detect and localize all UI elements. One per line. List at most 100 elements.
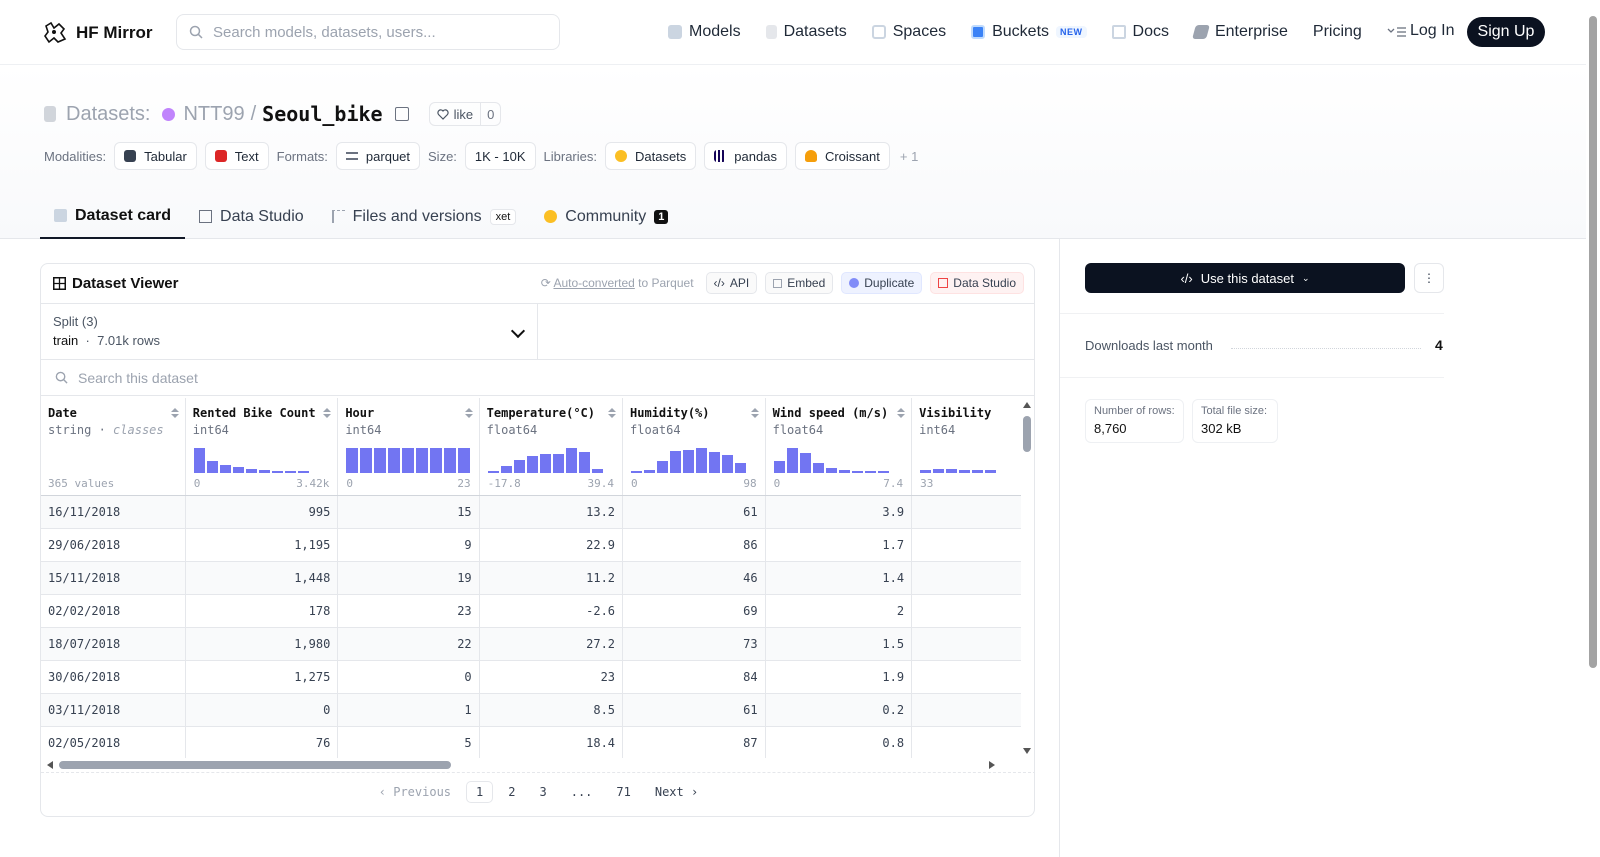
- histogram-bar[interactable]: [591, 468, 603, 473]
- sort-icon[interactable]: [750, 408, 759, 419]
- histogram-bar[interactable]: [864, 470, 876, 473]
- histogram-bar[interactable]: [374, 447, 387, 473]
- tag-text[interactable]: Text: [204, 142, 269, 170]
- global-search[interactable]: [176, 14, 560, 50]
- histogram-bar[interactable]: [670, 450, 682, 473]
- histogram-bar[interactable]: [799, 452, 811, 473]
- histogram-bar[interactable]: [219, 464, 231, 473]
- more-libraries[interactable]: + 1: [899, 148, 919, 164]
- tag-parquet[interactable]: parquet: [335, 142, 421, 170]
- histogram-bar[interactable]: [526, 455, 538, 473]
- scroll-right-icon[interactable]: [989, 761, 995, 769]
- nav-docs[interactable]: Docs: [1111, 23, 1169, 41]
- histogram-bar[interactable]: [346, 447, 359, 473]
- histogram-bar[interactable]: [578, 451, 590, 473]
- sort-icon[interactable]: [170, 408, 179, 419]
- tag-croissant[interactable]: Croissant: [794, 142, 890, 170]
- page-link[interactable]: 2: [508, 784, 516, 799]
- table-row[interactable]: 15/11/2018 1,448 19 11.2 46 1.4: [41, 561, 1021, 595]
- histogram-bar[interactable]: [297, 470, 309, 473]
- data-studio-button[interactable]: Data Studio: [930, 272, 1024, 294]
- histogram-bar[interactable]: [458, 447, 471, 473]
- nav-enterprise[interactable]: Enterprise: [1192, 23, 1288, 41]
- use-dataset-button[interactable]: ‹/› Use this dataset ⌄: [1085, 263, 1405, 293]
- histogram-bar[interactable]: [920, 469, 932, 473]
- histogram-bar[interactable]: [206, 460, 218, 473]
- column-header[interactable]: Humidity(%) float64 0 98: [622, 398, 766, 496]
- histogram-bar[interactable]: [284, 470, 296, 473]
- org-name[interactable]: NTT99: [183, 102, 245, 125]
- tab-community[interactable]: Community 1: [530, 194, 682, 239]
- histogram-bar[interactable]: [245, 468, 257, 473]
- table-row[interactable]: 30/06/2018 1,275 0 23 84 1.9: [41, 660, 1021, 694]
- column-header[interactable]: Wind speed (m/s) float64 0 7.4: [765, 398, 913, 496]
- table-row[interactable]: 02/05/2018 76 5 18.4 87 0.8: [41, 726, 1021, 758]
- column-header[interactable]: Temperature(°C) float64 -17.8 39.4: [479, 398, 624, 496]
- page-scrollbar[interactable]: [1586, 0, 1600, 857]
- split-selector[interactable]: Split (3) train · 7.01k rows: [41, 304, 538, 359]
- sort-icon[interactable]: [464, 408, 473, 419]
- histogram-bar[interactable]: [271, 470, 283, 473]
- scroll-down-icon[interactable]: [1023, 748, 1031, 754]
- histogram-bar[interactable]: [444, 447, 457, 473]
- table-row[interactable]: 03/11/2018 0 1 8.5 61 0.2: [41, 693, 1021, 727]
- nav-pricing[interactable]: Pricing: [1313, 23, 1362, 41]
- histogram-bar[interactable]: [709, 451, 721, 473]
- copy-icon[interactable]: [394, 107, 409, 121]
- histogram-bar[interactable]: [683, 449, 695, 473]
- sort-icon[interactable]: [323, 408, 332, 419]
- histogram-bar[interactable]: [735, 462, 747, 473]
- scroll-thumb[interactable]: [1023, 416, 1031, 452]
- table-horizontal-scrollbar[interactable]: [45, 760, 995, 770]
- tag-tabular[interactable]: Tabular: [114, 142, 197, 170]
- login-link[interactable]: Log In: [1410, 22, 1455, 39]
- histogram-bar[interactable]: [539, 453, 551, 473]
- page-scroll-thumb[interactable]: [1589, 16, 1597, 668]
- more-options-button[interactable]: ⋮: [1414, 263, 1444, 293]
- histogram-bar[interactable]: [959, 469, 971, 473]
- sort-icon[interactable]: [608, 408, 617, 419]
- nav-models[interactable]: Models: [668, 23, 741, 41]
- histogram-bar[interactable]: [500, 465, 512, 473]
- histogram-bar[interactable]: [402, 447, 415, 473]
- histogram-bar[interactable]: [812, 462, 824, 473]
- histogram-bar[interactable]: [696, 447, 708, 473]
- histogram-bar[interactable]: [877, 470, 889, 473]
- global-search-input[interactable]: [213, 23, 533, 41]
- page-link[interactable]: 1: [466, 780, 494, 803]
- tag-pandas[interactable]: pandas: [704, 142, 787, 170]
- histogram-bar[interactable]: [773, 460, 785, 473]
- table-row[interactable]: 16/11/2018 995 15 13.2 61 3.9: [41, 495, 1021, 529]
- dataset-name[interactable]: Seoul_bike: [262, 102, 383, 126]
- nav-spaces[interactable]: Spaces: [871, 23, 946, 41]
- tab-data-studio[interactable]: Data Studio: [185, 194, 318, 239]
- signup-button[interactable]: Sign Up: [1467, 17, 1545, 47]
- nav-datasets[interactable]: Datasets: [765, 23, 847, 41]
- column-header[interactable]: Hour int64 0 23: [337, 398, 480, 496]
- histogram-bar[interactable]: [722, 454, 734, 473]
- tag-size[interactable]: 1K - 10K: [464, 142, 536, 170]
- histogram-bar[interactable]: [487, 470, 499, 473]
- next-page[interactable]: Next ›: [654, 784, 699, 799]
- tab-files[interactable]: Files and versions xet: [318, 194, 531, 239]
- histogram-bar[interactable]: [360, 447, 373, 473]
- previous-page[interactable]: ‹ Previous: [378, 784, 452, 799]
- table-vertical-scrollbar[interactable]: [1022, 402, 1032, 754]
- histogram-bar[interactable]: [644, 469, 656, 473]
- nav-more-menu[interactable]: [1387, 26, 1407, 38]
- histogram-bar[interactable]: [946, 468, 958, 473]
- scroll-left-icon[interactable]: [47, 761, 53, 769]
- column-header[interactable]: Visibility int64 33: [911, 398, 1021, 496]
- histogram-bar[interactable]: [851, 470, 863, 473]
- table-row[interactable]: 18/07/2018 1,980 22 27.2 73 1.5: [41, 627, 1021, 661]
- histogram-bar[interactable]: [838, 469, 850, 473]
- embed-button[interactable]: Embed: [765, 272, 834, 294]
- histogram-bar[interactable]: [825, 467, 837, 473]
- duplicate-button[interactable]: Duplicate: [841, 272, 923, 294]
- like-button[interactable]: like 0: [428, 102, 502, 126]
- histogram-bar[interactable]: [972, 469, 984, 473]
- dataset-search[interactable]: Search this dataset: [41, 360, 1034, 396]
- histogram-bar[interactable]: [232, 466, 244, 473]
- page-link[interactable]: 71: [616, 784, 631, 799]
- api-button[interactable]: ‹/› API: [705, 272, 758, 294]
